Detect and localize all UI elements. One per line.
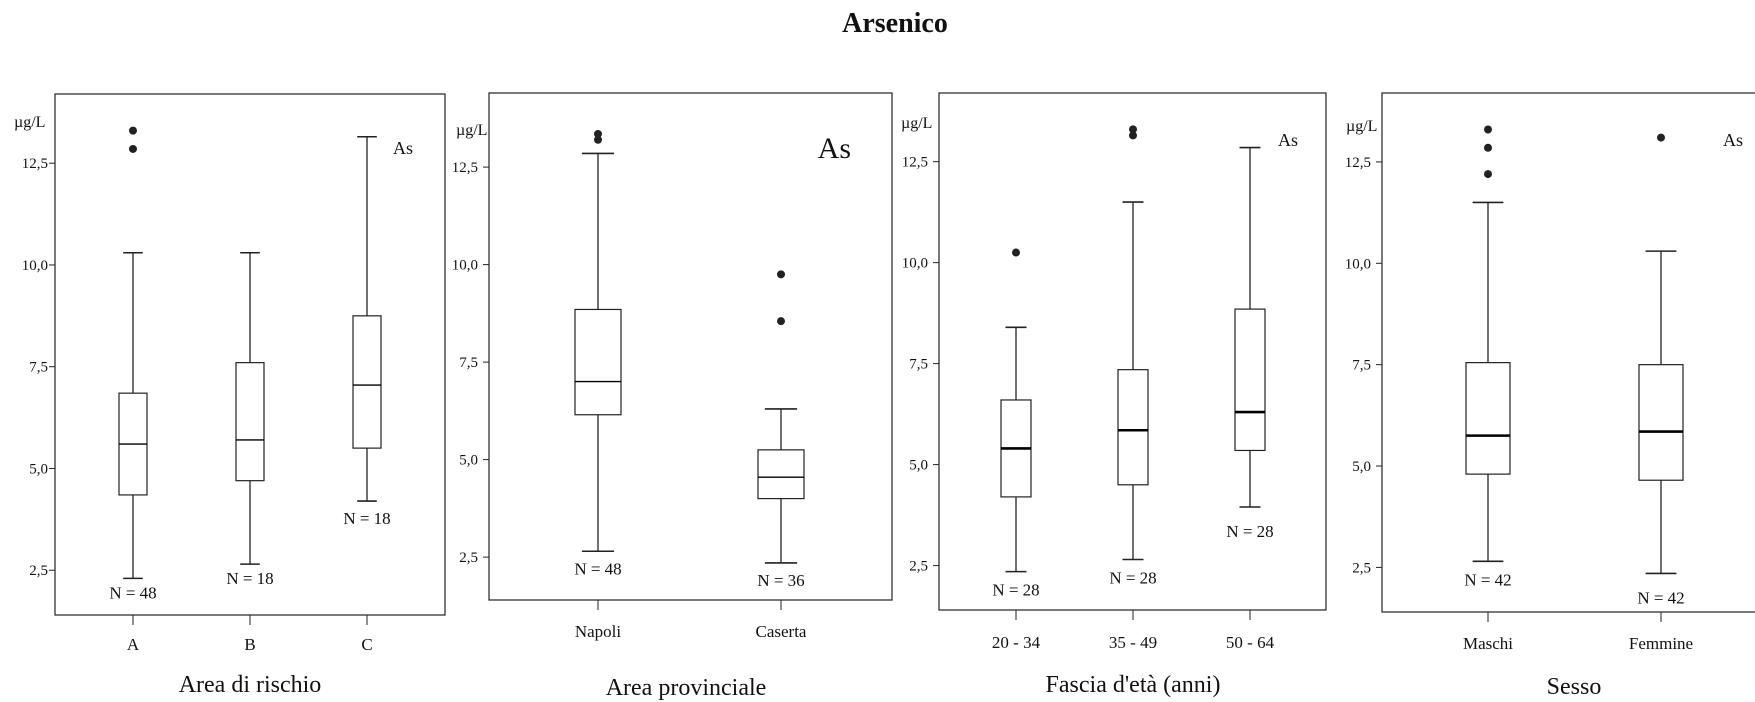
n-label: N = 18 [343,509,390,528]
chart-title: Arsenico [842,8,948,39]
box-iqr [235,362,265,482]
y-tick-label: 7,5 [29,360,48,376]
outlier-point [777,317,785,326]
y-tick-label: 2,5 [29,563,48,579]
x-category-label: 50 - 64 [1226,633,1275,652]
element-tag-label: As [393,138,413,158]
element-tag-label: As [1278,130,1298,150]
x-axis-label: Area di rischio [179,672,322,698]
plot-frame [1381,92,1755,613]
outlier-point [1657,133,1665,142]
box-iqr [352,315,382,449]
y-unit-label: µg/L [14,114,45,131]
outlier-point [594,135,602,144]
element-tag-label: As [818,132,851,165]
y-unit-label: µg/L [456,122,487,139]
y-tick-label: 5,0 [459,453,478,469]
outlier-point [129,144,137,153]
x-category-label: Caserta [756,622,807,641]
n-label: N = 28 [992,581,1039,600]
outlier-point [594,129,602,138]
outlier-point [1012,248,1020,257]
y-tick-label: 7,5 [1352,358,1371,374]
box-iqr [1117,369,1149,486]
element-tag-label: As [1723,130,1743,150]
x-category-label: Maschi [1463,634,1513,653]
y-tick-label: 7,5 [909,357,928,373]
y-tick-label: 2,5 [909,559,928,575]
outlier-point [777,270,785,279]
x-axis-label: Fascia d'età (anni) [1046,672,1221,698]
x-category-label: Napoli [575,622,622,641]
y-tick-label: 5,0 [1352,459,1371,475]
y-tick-label: 2,5 [459,550,478,566]
y-tick-label: 2,5 [1352,560,1371,576]
box-iqr [1465,362,1511,475]
y-tick-label: 5,0 [909,458,928,474]
y-unit-label: µg/L [1346,118,1377,135]
x-axis-label: Sesso [1547,674,1602,700]
outlier-point [129,126,137,135]
y-tick-label: 10,0 [22,258,48,274]
y-tick-label: 5,0 [29,461,48,477]
y-unit-label: µg/L [901,115,932,132]
box-iqr [757,449,805,500]
y-tick-label: 12,5 [1345,155,1371,171]
y-tick-label: 12,5 [902,155,928,171]
n-label: N = 18 [226,569,273,588]
x-axis-label: Area provinciale [606,675,767,701]
y-tick-label: 10,0 [902,256,928,272]
n-label: N = 36 [757,571,804,590]
x-category-label: A [127,635,140,654]
n-label: N = 28 [1109,569,1156,588]
y-tick-label: 7,5 [459,355,478,371]
n-label: N = 42 [1637,588,1684,607]
box-iqr [574,308,622,416]
n-label: N = 48 [109,583,156,602]
x-category-label: 20 - 34 [992,633,1041,652]
outlier-point [1484,143,1492,152]
n-label: N = 28 [1226,522,1273,541]
plot-frame [488,92,893,601]
x-category-label: Femmine [1629,634,1693,653]
x-category-label: 35 - 49 [1109,633,1157,652]
x-category-label: B [244,635,255,654]
outlier-point [1484,125,1492,134]
outlier-point [1484,170,1492,179]
box-iqr [1234,308,1266,452]
y-tick-label: 10,0 [452,258,478,274]
y-tick-label: 10,0 [1345,256,1371,272]
n-label: N = 42 [1464,570,1511,589]
x-category-label: C [361,635,372,654]
outlier-point [1129,131,1137,140]
n-label: N = 48 [574,559,621,578]
y-tick-label: 12,5 [452,160,478,176]
y-tick-label: 12,5 [22,156,48,172]
box-iqr [1638,364,1684,481]
outlier-point [1129,125,1137,134]
